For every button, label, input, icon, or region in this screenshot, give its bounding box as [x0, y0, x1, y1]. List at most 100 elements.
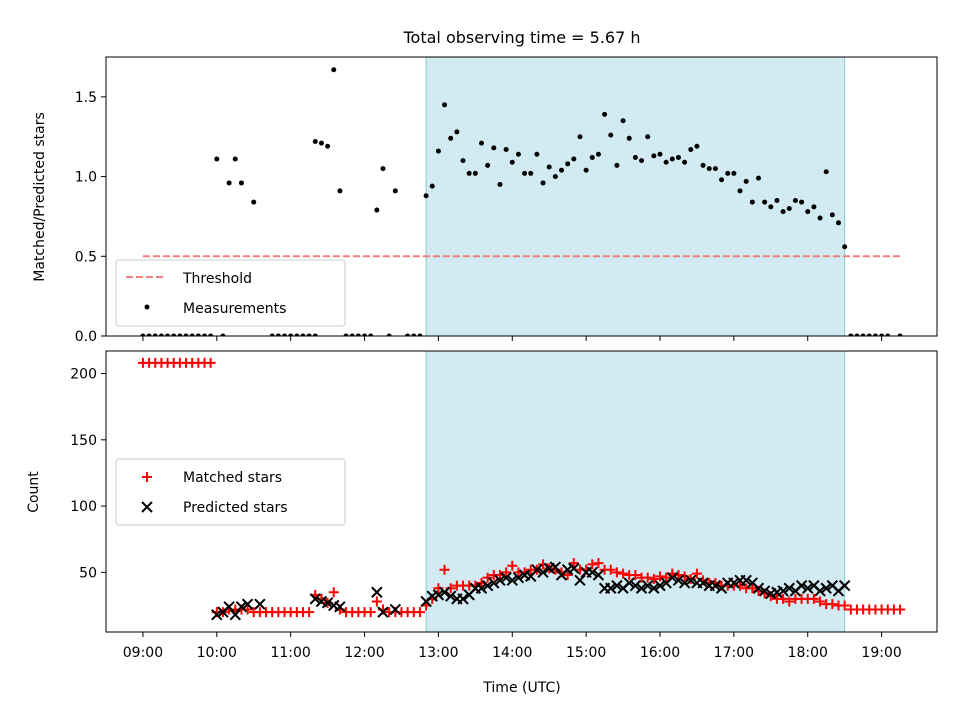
measurement-point — [842, 244, 848, 250]
measurement-point — [146, 333, 152, 336]
measurement-point — [448, 135, 454, 141]
measurement-point — [374, 207, 380, 213]
measurement-point — [288, 333, 294, 336]
measurement-point — [454, 129, 460, 135]
measurement-point — [737, 188, 743, 194]
measurement-point — [325, 143, 331, 149]
measurement-point — [349, 333, 355, 336]
predicted-stars-point — [254, 598, 266, 610]
measurement-point — [675, 154, 681, 160]
matched-stars-point — [815, 596, 826, 607]
predicted-stars-point — [531, 563, 543, 576]
x-tick-label: 15:00 — [566, 645, 606, 661]
matched-stars-point — [784, 596, 795, 607]
measurement-point — [442, 102, 448, 108]
measurement-point — [860, 333, 866, 336]
measurement-point — [792, 197, 798, 203]
measurement-point — [725, 170, 731, 176]
matched-stars-point — [507, 560, 518, 571]
predicted-stars-point — [635, 582, 648, 594]
measurement-point — [780, 209, 786, 215]
measurement-point — [368, 333, 374, 336]
measurement-point — [614, 162, 620, 168]
measurement-point — [811, 204, 817, 210]
matched-stars-point — [365, 607, 376, 618]
x-tick-label: 13:00 — [418, 645, 458, 661]
measurement-point — [749, 199, 755, 205]
measurement-point — [565, 161, 571, 167]
measurement-point — [466, 170, 472, 176]
measurement-point — [805, 209, 811, 215]
measurement-point — [152, 333, 158, 336]
predicted-stars-point — [802, 582, 814, 594]
measurement-point — [158, 333, 164, 336]
measurement-point — [559, 167, 565, 173]
x-tick-label: 17:00 — [714, 645, 754, 661]
measurement-point — [700, 162, 706, 168]
measurement-point — [595, 151, 601, 157]
measurement-point — [515, 151, 521, 157]
measurement-point — [417, 333, 423, 336]
predicted-stars-point — [235, 601, 248, 613]
measurement-point — [306, 333, 312, 336]
x-tick-label: 14:00 — [492, 645, 532, 661]
measurement-point — [669, 156, 675, 162]
measurement-point — [719, 177, 725, 183]
matched-stars-point — [778, 593, 789, 604]
predicted-stars-point — [838, 579, 851, 592]
predicted-stars-point — [648, 582, 660, 594]
predicted-stars-point — [445, 590, 457, 602]
legend-predicted-label: Predicted stars — [183, 500, 288, 516]
measurement-point — [251, 199, 257, 205]
matched-stars-point — [642, 572, 653, 583]
measurement-point — [472, 170, 478, 176]
measurement-point — [817, 215, 823, 221]
predicted-stars-point — [371, 586, 383, 598]
predicted-stars-point — [666, 571, 679, 584]
measurement-point — [774, 197, 780, 203]
legend-predicted-swatch — [141, 501, 153, 513]
matched-stars-point — [501, 567, 512, 578]
y-tick-label: 200 — [70, 367, 97, 383]
measurement-point — [552, 174, 558, 180]
y-tick-label: 1.0 — [75, 170, 97, 186]
predicted-stars-point — [592, 569, 605, 581]
measurement-point — [786, 205, 792, 211]
predicted-stars-point — [685, 574, 697, 587]
measurement-point — [491, 145, 497, 151]
measurement-point — [706, 166, 712, 172]
legend: Matched stars Predicted stars — [115, 458, 346, 526]
y-tick-label: 50 — [79, 565, 97, 581]
predicted-stars-point — [229, 609, 241, 621]
predicted-stars-point — [506, 574, 518, 587]
predicted-stars-point — [752, 582, 765, 594]
measurement-point — [694, 143, 700, 149]
predicted-stars-point — [783, 582, 795, 594]
observing-window-shade — [425, 56, 846, 337]
measurement-point — [657, 151, 663, 157]
measurement-point — [140, 333, 146, 336]
matched-stars-point — [414, 607, 425, 618]
measurement-point — [238, 180, 244, 186]
legend-box — [115, 458, 346, 526]
matched-stars-point — [827, 599, 838, 610]
measurement-point — [195, 333, 201, 336]
measurement-point — [171, 333, 177, 336]
measurement-point — [380, 166, 386, 172]
measurement-point — [546, 164, 552, 170]
measurement-point — [177, 333, 183, 336]
measurement-point — [608, 132, 614, 138]
measurement-point — [294, 333, 300, 336]
measurement-point — [331, 67, 337, 73]
measurement-point — [275, 333, 281, 336]
predicted-stars-point — [654, 579, 666, 592]
matched-stars-point — [747, 583, 758, 594]
predicted-stars-point — [494, 574, 506, 587]
predicted-stars-point — [629, 579, 642, 592]
legend-measurements-label: Measurements — [183, 301, 286, 317]
predicted-stars-point — [678, 577, 691, 589]
matched-stars-point — [655, 571, 665, 582]
measurement-point — [300, 333, 306, 336]
x-tick-label: 16:00 — [640, 645, 680, 661]
series-measurements — [140, 67, 903, 336]
